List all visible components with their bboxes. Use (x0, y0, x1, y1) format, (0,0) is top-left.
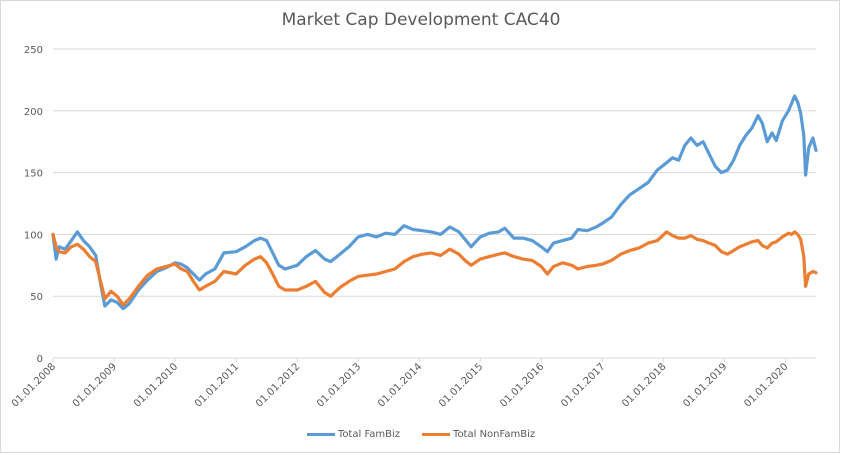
legend: Total FamBiz Total NonFamBiz (0, 429, 842, 440)
legend-swatch-famBiz (306, 433, 335, 436)
x-tick-label: 01.01.2016 (498, 361, 546, 409)
legend-swatch-nonFamBiz (422, 433, 451, 436)
gridlines (53, 48, 816, 297)
y-tick-label: 0 (37, 354, 43, 365)
y-axis-ticks: 0 50 100 150 200 250 (24, 45, 43, 365)
x-axis-ticks: 01.01.2008 01.01.2009 01.01.2010 01.01.2011… (10, 358, 791, 410)
x-tick-label: 01.01.2008 (10, 361, 58, 409)
x-tick-label: 01.01.2015 (437, 361, 485, 409)
x-tick-label: 01.01.2018 (620, 361, 668, 409)
x-tick-label: 01.01.2020 (742, 361, 790, 409)
x-tick-label: 01.01.2013 (315, 361, 363, 409)
x-tick-label: 01.01.2012 (254, 361, 302, 409)
legend-item-famBiz: Total FamBiz (306, 429, 401, 440)
legend-item-nonFamBiz: Total NonFamBiz (422, 429, 535, 440)
series-line-1 (51, 230, 818, 307)
chart-title: Market Cap Development CAC40 (281, 10, 561, 30)
legend-label-nonFamBiz: Total NonFamBiz (453, 429, 536, 440)
series-lines (51, 94, 818, 311)
y-tick-label: 250 (24, 45, 43, 56)
x-tick-label: 01.01.2019 (681, 361, 729, 409)
series-line-0 (51, 94, 818, 311)
legend-label-famBiz: Total FamBiz (337, 429, 401, 440)
x-tick-label: 01.01.2017 (559, 361, 607, 409)
x-tick-label: 01.01.2014 (376, 361, 424, 409)
y-tick-label: 150 (24, 169, 43, 180)
x-tick-label: 01.01.2009 (71, 361, 119, 409)
x-tick-label: 01.01.2011 (193, 361, 241, 409)
y-tick-label: 50 (30, 292, 43, 303)
x-tick-label: 01.01.2010 (132, 361, 180, 409)
y-tick-label: 100 (24, 230, 43, 241)
y-tick-label: 200 (24, 107, 43, 118)
